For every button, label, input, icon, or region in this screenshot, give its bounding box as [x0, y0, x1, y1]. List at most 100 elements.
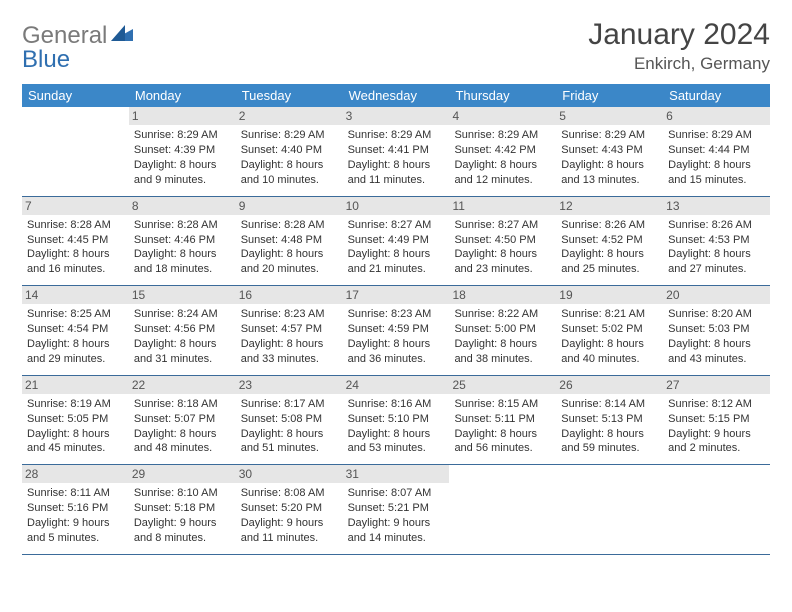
day-info-line: Daylight: 8 hours [454, 427, 551, 442]
day-number: 30 [236, 465, 343, 483]
day-info-line: Sunset: 4:52 PM [561, 233, 658, 248]
day-cell: 9Sunrise: 8:28 AMSunset: 4:48 PMDaylight… [236, 197, 343, 286]
day-number: 1 [129, 107, 236, 125]
day-info-line: Daylight: 8 hours [348, 427, 445, 442]
day-cell [663, 465, 770, 554]
day-info-line: Daylight: 8 hours [241, 337, 338, 352]
weeks-container: 1Sunrise: 8:29 AMSunset: 4:39 PMDaylight… [22, 107, 770, 555]
week-row: 28Sunrise: 8:11 AMSunset: 5:16 PMDayligh… [22, 465, 770, 555]
day-info-line: Sunset: 5:21 PM [348, 501, 445, 516]
day-number: 7 [22, 197, 129, 215]
day-cell: 24Sunrise: 8:16 AMSunset: 5:10 PMDayligh… [343, 376, 450, 465]
day-cell: 14Sunrise: 8:25 AMSunset: 4:54 PMDayligh… [22, 286, 129, 375]
day-number: 14 [22, 286, 129, 304]
day-number: 16 [236, 286, 343, 304]
day-info-line: Daylight: 8 hours [668, 158, 765, 173]
day-info-line: and 14 minutes. [348, 531, 445, 546]
day-cell [449, 465, 556, 554]
day-header-sun: Sunday [22, 84, 129, 107]
location: Enkirch, Germany [588, 54, 770, 74]
day-info-line: Daylight: 8 hours [348, 337, 445, 352]
day-number: 19 [556, 286, 663, 304]
day-info-line: Sunrise: 8:29 AM [348, 128, 445, 143]
day-info-line: Sunrise: 8:16 AM [348, 397, 445, 412]
day-number: 2 [236, 107, 343, 125]
day-cell: 7Sunrise: 8:28 AMSunset: 4:45 PMDaylight… [22, 197, 129, 286]
day-number: 9 [236, 197, 343, 215]
day-info-line: Daylight: 8 hours [561, 247, 658, 262]
day-info-line: Daylight: 8 hours [454, 337, 551, 352]
day-info-line: and 9 minutes. [134, 173, 231, 188]
day-info-line: Daylight: 8 hours [241, 427, 338, 442]
day-info-line: and 12 minutes. [454, 173, 551, 188]
day-info-line: and 10 minutes. [241, 173, 338, 188]
day-number: 8 [129, 197, 236, 215]
day-cell: 29Sunrise: 8:10 AMSunset: 5:18 PMDayligh… [129, 465, 236, 554]
day-info-line: Daylight: 8 hours [668, 337, 765, 352]
day-info-line: Sunrise: 8:17 AM [241, 397, 338, 412]
day-info-line: Sunrise: 8:27 AM [454, 218, 551, 233]
day-info-line: Daylight: 9 hours [27, 516, 124, 531]
day-info-line: and 5 minutes. [27, 531, 124, 546]
day-info-line: and 59 minutes. [561, 441, 658, 456]
day-info-line: Sunset: 4:59 PM [348, 322, 445, 337]
day-info-line: Sunset: 5:18 PM [134, 501, 231, 516]
day-info-line: and 18 minutes. [134, 262, 231, 277]
day-cell: 1Sunrise: 8:29 AMSunset: 4:39 PMDaylight… [129, 107, 236, 196]
day-info-line: Daylight: 8 hours [134, 247, 231, 262]
day-number: 22 [129, 376, 236, 394]
day-info-line: Daylight: 9 hours [241, 516, 338, 531]
day-number: 3 [343, 107, 450, 125]
day-cell: 20Sunrise: 8:20 AMSunset: 5:03 PMDayligh… [663, 286, 770, 375]
day-number: 27 [663, 376, 770, 394]
day-info-line: Daylight: 8 hours [348, 247, 445, 262]
day-number: 24 [343, 376, 450, 394]
day-info-line: and 36 minutes. [348, 352, 445, 367]
day-info-line: and 51 minutes. [241, 441, 338, 456]
day-info-line: Daylight: 8 hours [27, 247, 124, 262]
day-info-line: Sunrise: 8:29 AM [454, 128, 551, 143]
day-info-line: and 40 minutes. [561, 352, 658, 367]
day-info-line: Daylight: 8 hours [348, 158, 445, 173]
day-info-line: Sunset: 4:54 PM [27, 322, 124, 337]
day-info-line: Sunset: 5:20 PM [241, 501, 338, 516]
day-number: 11 [449, 197, 556, 215]
day-info-line: Daylight: 8 hours [454, 158, 551, 173]
day-cell: 19Sunrise: 8:21 AMSunset: 5:02 PMDayligh… [556, 286, 663, 375]
day-info-line: Daylight: 9 hours [668, 427, 765, 442]
day-info-line: and 43 minutes. [668, 352, 765, 367]
day-cell: 4Sunrise: 8:29 AMSunset: 4:42 PMDaylight… [449, 107, 556, 196]
logo: GeneralBlue [22, 18, 135, 74]
title-block: January 2024 Enkirch, Germany [588, 18, 770, 74]
day-info-line: and 20 minutes. [241, 262, 338, 277]
day-info-line: Sunset: 5:15 PM [668, 412, 765, 427]
day-info-line: and 31 minutes. [134, 352, 231, 367]
day-header-fri: Friday [556, 84, 663, 107]
day-info-line: Daylight: 8 hours [561, 337, 658, 352]
day-cell: 2Sunrise: 8:29 AMSunset: 4:40 PMDaylight… [236, 107, 343, 196]
day-cell: 21Sunrise: 8:19 AMSunset: 5:05 PMDayligh… [22, 376, 129, 465]
day-info-line: and 2 minutes. [668, 441, 765, 456]
day-info-line: Daylight: 9 hours [134, 516, 231, 531]
day-number: 29 [129, 465, 236, 483]
day-info-line: Sunrise: 8:26 AM [561, 218, 658, 233]
day-info-line: Sunset: 4:53 PM [668, 233, 765, 248]
day-info-line: and 56 minutes. [454, 441, 551, 456]
day-cell: 28Sunrise: 8:11 AMSunset: 5:16 PMDayligh… [22, 465, 129, 554]
day-info-line: Sunrise: 8:22 AM [454, 307, 551, 322]
day-header-row: Sunday Monday Tuesday Wednesday Thursday… [22, 84, 770, 107]
day-info-line: and 25 minutes. [561, 262, 658, 277]
day-info-line: Sunset: 5:13 PM [561, 412, 658, 427]
day-number: 12 [556, 197, 663, 215]
day-cell: 5Sunrise: 8:29 AMSunset: 4:43 PMDaylight… [556, 107, 663, 196]
day-number: 15 [129, 286, 236, 304]
day-number: 26 [556, 376, 663, 394]
day-header-sat: Saturday [663, 84, 770, 107]
day-info-line: Sunset: 4:46 PM [134, 233, 231, 248]
day-info-line: Sunset: 5:03 PM [668, 322, 765, 337]
day-info-line: Sunset: 5:02 PM [561, 322, 658, 337]
day-cell: 10Sunrise: 8:27 AMSunset: 4:49 PMDayligh… [343, 197, 450, 286]
day-info-line: Sunrise: 8:12 AM [668, 397, 765, 412]
day-info-line: Daylight: 8 hours [134, 427, 231, 442]
day-cell: 31Sunrise: 8:07 AMSunset: 5:21 PMDayligh… [343, 465, 450, 554]
